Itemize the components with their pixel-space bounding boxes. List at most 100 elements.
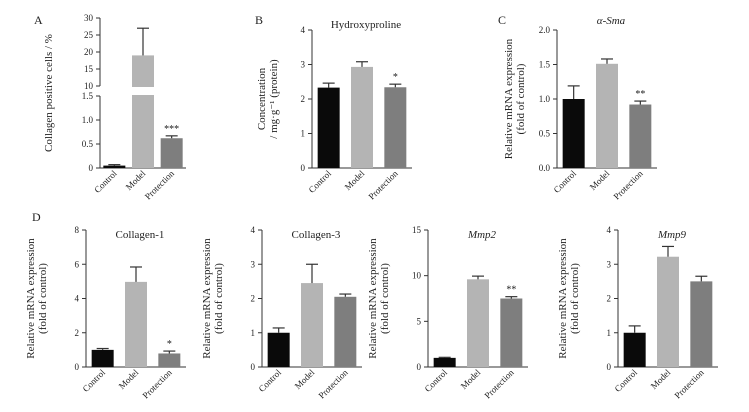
bar-control — [317, 87, 340, 168]
bar-control — [103, 165, 126, 168]
y-tick-label: 5 — [417, 316, 422, 326]
y-tick-label: 3 — [301, 60, 306, 70]
bar-model — [301, 283, 323, 367]
y-tick-label: 2 — [251, 294, 256, 304]
y-tick-label: 8 — [75, 225, 80, 235]
bar-control — [433, 357, 456, 367]
bar-control — [623, 332, 646, 367]
bar-control — [267, 332, 290, 367]
y-tick-label: 2 — [301, 94, 306, 104]
y-axis-label: (fold of control) — [37, 263, 49, 334]
bar-control — [91, 349, 114, 367]
panel-letter: B — [255, 13, 263, 27]
y-tick-label: 25 — [84, 30, 94, 40]
panel-b: B Hydroxyproline Concentration / mg·g⁻¹ (pr… — [255, 13, 412, 202]
category-label-control: Control — [81, 367, 108, 394]
significance-marker: ** — [506, 285, 516, 296]
panel-title: Collagen-1 — [116, 229, 165, 241]
category-label-protection: Protection — [483, 367, 517, 401]
y-tick-label: 0.0 — [539, 163, 551, 173]
bar-protection — [384, 87, 407, 168]
y-axis-label: Relative mRNA expression — [201, 238, 213, 359]
panel-d4: Mmp9 Relative mRNA expression (fold of con… — [557, 225, 718, 401]
panel-title: α-Sma — [597, 15, 626, 27]
bar-protection — [160, 138, 183, 168]
y-axis-label: Collagen positive cells / % — [43, 34, 55, 152]
y-tick-label: 10 — [84, 81, 94, 91]
y-tick-label: 0.5 — [82, 139, 94, 149]
significance-marker: * — [393, 72, 398, 83]
category-label-protection: Protection — [673, 367, 707, 401]
category-label-control: Control — [257, 367, 284, 394]
significance-marker: ** — [635, 89, 645, 100]
significance-marker: * — [167, 339, 172, 350]
y-axis-label: (fold of control) — [515, 63, 527, 134]
panel-letter: D — [32, 210, 41, 224]
category-label-control: Control — [423, 367, 450, 394]
y-tick-label: 6 — [75, 259, 80, 269]
y-tick-label: 15 — [412, 225, 422, 235]
y-axis-label: Relative mRNA expression — [557, 238, 569, 359]
y-tick-label: 3 — [251, 259, 256, 269]
y-tick-label: 1 — [251, 328, 256, 338]
y-tick-label: 2 — [607, 294, 612, 304]
category-label-protection: Protection — [612, 168, 646, 202]
bar-control — [562, 99, 585, 168]
bar-protection — [500, 298, 523, 367]
y-axis-label: (fold of control) — [379, 263, 391, 334]
category-label-protection: Protection — [143, 168, 177, 202]
significance-marker: *** — [164, 124, 179, 135]
y-tick-label: 0 — [417, 362, 422, 372]
y-axis-label: / mg·g⁻¹ (protein) — [268, 59, 280, 139]
y-axis-label: Concentration — [256, 67, 268, 130]
category-label-protection: Protection — [317, 367, 351, 401]
y-tick-label: 1.0 — [539, 94, 551, 104]
category-label-model: Model — [649, 367, 673, 391]
y-tick-label: 4 — [607, 225, 612, 235]
bar-protection — [690, 281, 713, 367]
bar-model — [596, 63, 618, 169]
y-tick-label: 0 — [301, 163, 306, 173]
y-tick-label: 0 — [607, 362, 612, 372]
y-tick-label: 1.0 — [82, 115, 94, 125]
bar-protection — [334, 296, 357, 367]
panel-title: Mmp9 — [657, 229, 687, 241]
category-label-control: Control — [552, 168, 579, 195]
y-axis-label: (fold of control) — [213, 263, 225, 334]
y-tick-label: 3 — [607, 259, 612, 269]
bar-model — [351, 66, 373, 168]
bar-model — [132, 55, 154, 168]
category-label-protection: Protection — [367, 168, 401, 202]
y-tick-label: 0 — [89, 163, 94, 173]
y-tick-label: 1 — [301, 129, 306, 139]
category-label-model: Model — [343, 168, 367, 192]
bar-model — [657, 256, 679, 367]
y-tick-label: 4 — [301, 25, 306, 35]
panel-letter: C — [498, 13, 506, 27]
y-axis-label: Relative mRNA expression — [503, 38, 515, 159]
y-axis-label: Relative mRNA expression — [367, 238, 379, 359]
y-tick-label: 10 — [412, 271, 422, 281]
panel-d3: Mmp2 Relative mRNA expression (fold of con… — [367, 225, 528, 401]
y-tick-label: 20 — [84, 47, 94, 57]
category-label-model: Model — [459, 367, 483, 391]
y-tick-label: 0.5 — [539, 129, 551, 139]
bar-model — [125, 281, 147, 367]
panel-d1: D Collagen-1 Relative mRNA expression (fold… — [25, 210, 186, 401]
bar-model — [467, 279, 489, 367]
y-tick-label: 0 — [75, 362, 80, 372]
category-label-model: Model — [293, 367, 317, 391]
y-axis-label: Relative mRNA expression — [25, 238, 37, 359]
panel-letter: A — [34, 13, 43, 27]
y-tick-label: 2.0 — [539, 25, 551, 35]
y-axis-label: (fold of control) — [569, 263, 581, 334]
y-tick-label: 15 — [84, 64, 94, 74]
panel-title: Hydroxyproline — [331, 19, 401, 31]
y-tick-label: 1 — [607, 328, 612, 338]
category-label-control: Control — [92, 168, 119, 195]
y-tick-label: 2 — [75, 328, 80, 338]
category-label-protection: Protection — [141, 367, 175, 401]
